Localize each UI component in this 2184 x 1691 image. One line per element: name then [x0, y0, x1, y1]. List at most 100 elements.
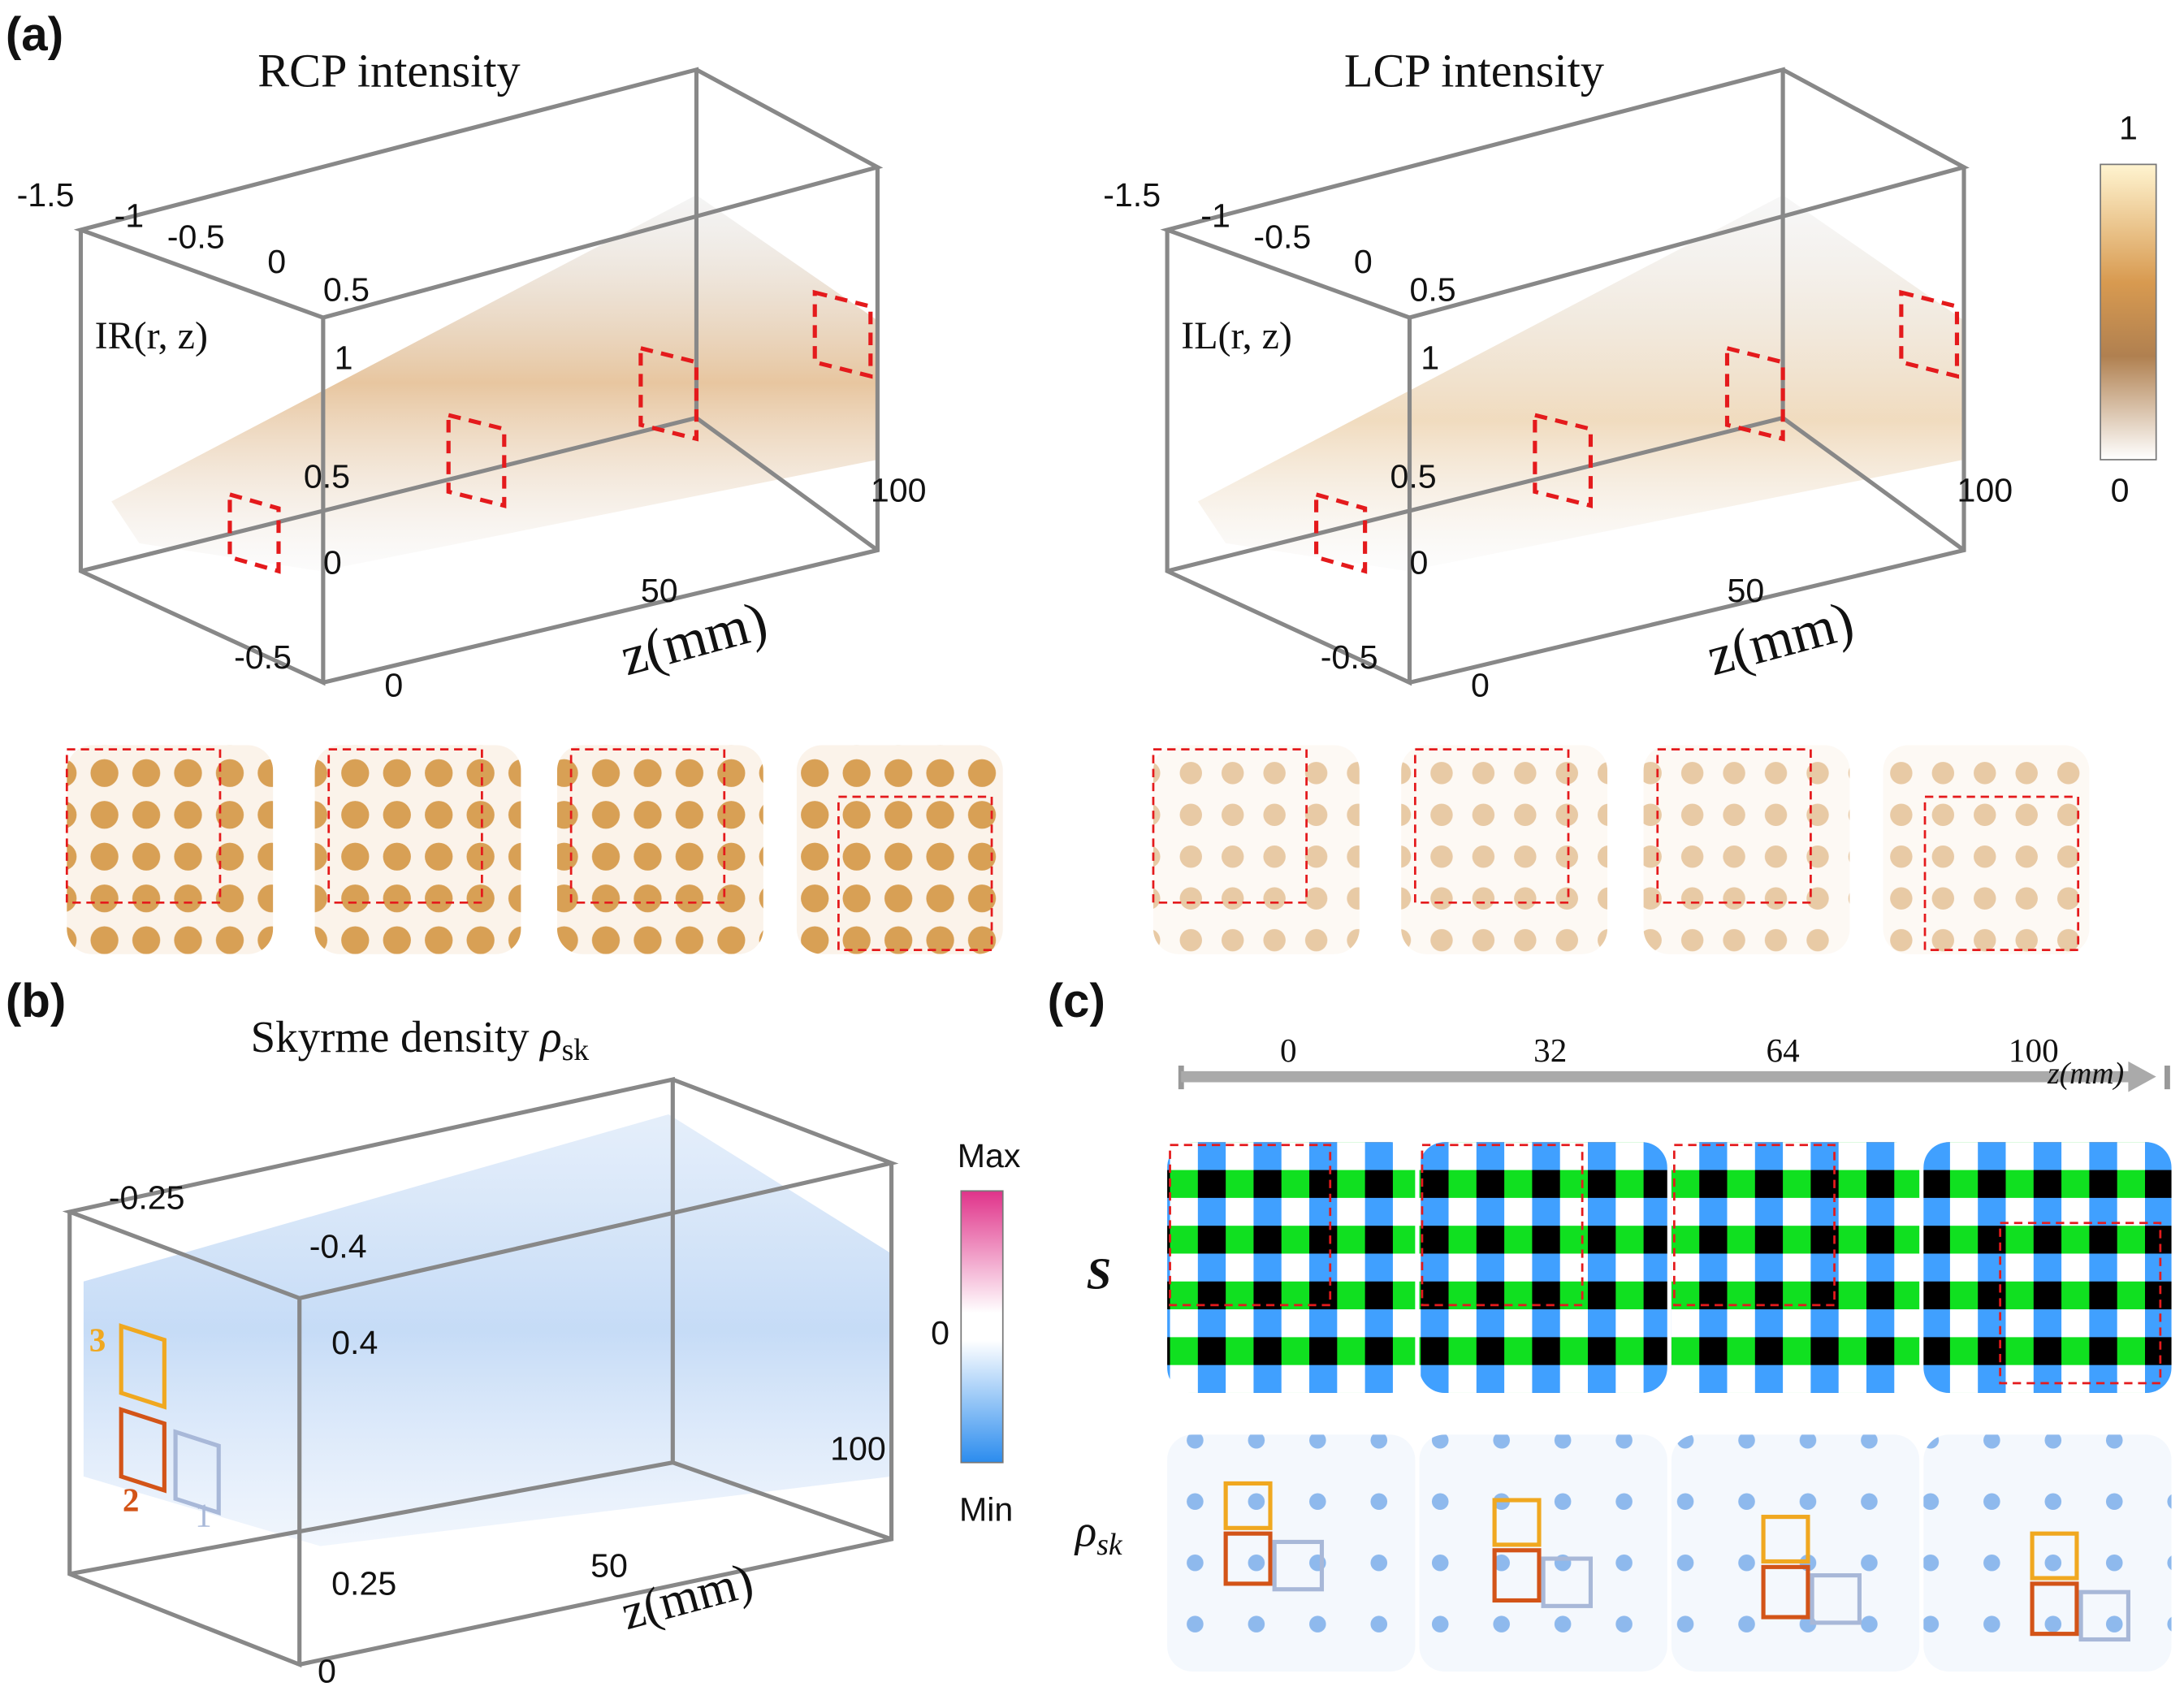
- y-tick: 0.5: [1390, 457, 1436, 495]
- roi-box: [1421, 1144, 1584, 1307]
- colorbar-max: 1: [2119, 110, 2138, 147]
- roi-box: [1272, 1539, 1325, 1592]
- subscript: sk: [562, 1033, 590, 1067]
- title: Skyrme density: [251, 1012, 541, 1062]
- box-b: [62, 1076, 899, 1668]
- z-tick: 100: [830, 1429, 886, 1467]
- y-tick: 1: [335, 339, 353, 376]
- colorbar-min: Min: [959, 1491, 1013, 1529]
- intensity-map: [1883, 745, 2090, 954]
- colorbar-min: 0: [2111, 471, 2130, 508]
- roi-box: [1314, 491, 1368, 574]
- thumbs-c: 0 32 64 100: [1167, 1031, 2172, 1672]
- box-edge: [1781, 416, 1966, 552]
- roi-box: [327, 748, 483, 904]
- x-tick: 0: [1354, 243, 1373, 280]
- z-position: 0: [1280, 1031, 1297, 1069]
- intensity-map: [67, 745, 274, 954]
- z-tick: 0: [1471, 667, 1490, 704]
- density-map: [1923, 1434, 2172, 1672]
- intensity-map: [1153, 745, 1360, 954]
- roi-box: [569, 748, 726, 904]
- x-tick: 0.5: [1410, 270, 1456, 308]
- colorbar-max: Max: [958, 1137, 1021, 1174]
- y-tick: 0: [1410, 544, 1429, 582]
- y-tick: 0.4: [331, 1324, 378, 1361]
- roi-box: [1223, 1531, 1273, 1586]
- x-tick: -1: [1200, 197, 1230, 235]
- z-tick: 50: [641, 572, 678, 609]
- axis-label: z(mm): [1701, 590, 1860, 688]
- y-tick: -0.5: [234, 638, 292, 676]
- x-tick: -1.5: [17, 176, 75, 214]
- roi-box: [1656, 748, 1812, 904]
- thumbnail: [1883, 745, 2090, 954]
- roi-box: [446, 412, 507, 508]
- z-arrow: [1178, 1061, 2170, 1092]
- row-label: S: [1087, 1248, 1112, 1298]
- z-tick: 100: [871, 471, 927, 508]
- intensity-map: [1401, 745, 1608, 954]
- thumbnail: [1643, 745, 1850, 954]
- box-label: 2: [123, 1481, 140, 1519]
- stokes-map: [1419, 1142, 1667, 1393]
- roi-box: [1810, 1573, 1862, 1625]
- intensity-map: [314, 745, 521, 954]
- quantity: IL(r, z): [1181, 314, 1292, 357]
- y-tick: 1: [1421, 339, 1439, 376]
- z-position: 32: [1533, 1031, 1567, 1069]
- axis-label: z(mm): [2047, 1057, 2124, 1091]
- thumbnail: [1401, 745, 1608, 954]
- beam: [1197, 195, 1965, 572]
- roi-box: [1724, 345, 1785, 442]
- roi-box: [65, 748, 222, 904]
- roi-box: [1761, 1515, 1810, 1564]
- thumbnail: [65, 745, 274, 954]
- roi-box: [1223, 1481, 1273, 1530]
- plots-a: RCP intensity IR(r, z) -1.5 -1 -0.5 0 0.5 1 0.5 0…: [17, 44, 2090, 954]
- plot-title: RCP intensity: [257, 44, 520, 97]
- stokes-map: [1671, 1142, 1920, 1393]
- symbol: ρ: [1074, 1507, 1096, 1556]
- y-tick: -0.5: [1321, 638, 1378, 676]
- plot-title: LCP intensity: [1344, 44, 1604, 97]
- roi-box: [812, 289, 873, 379]
- box-label: 3: [89, 1321, 106, 1359]
- x-tick: -0.4: [309, 1228, 367, 1265]
- roi-box: [1761, 1564, 1810, 1620]
- panel-title: Skyrme density ρsk: [251, 1012, 590, 1067]
- box-edge: [694, 416, 879, 552]
- roi-box: [2030, 1581, 2079, 1637]
- z-tick: 50: [1728, 572, 1765, 609]
- thumbnail: [796, 745, 1003, 954]
- panel-label: (b): [6, 975, 66, 1027]
- density-map: [1671, 1434, 1920, 1672]
- z-position: 64: [1767, 1031, 1800, 1069]
- colorbar-mid: 0: [931, 1314, 949, 1352]
- quantity: IR(r, z): [95, 314, 208, 357]
- x-tick: -0.5: [1253, 218, 1311, 255]
- thumbnail: [556, 745, 763, 954]
- y-tick: 0: [323, 544, 342, 582]
- intensity-map: [556, 745, 763, 954]
- x-tick: 0: [267, 243, 286, 280]
- subscript: sk: [1096, 1528, 1123, 1562]
- plot-3d: LCP intensity IL(r, z) -1.5 -1 -0.5 0 0.5 1 0.5 0…: [1103, 44, 2090, 954]
- colorbar: [2100, 163, 2157, 461]
- roi-box: [837, 795, 993, 951]
- thumbnail: [314, 745, 521, 954]
- roi-box: [1152, 748, 1308, 904]
- x-tick: 0.5: [323, 270, 370, 308]
- y-tick: 0: [318, 1653, 336, 1690]
- density-map: [1167, 1434, 1416, 1672]
- roi-box: [227, 491, 281, 574]
- colorbar: [960, 1190, 1004, 1464]
- x-tick: -0.25: [109, 1179, 185, 1217]
- z-tick: 50: [590, 1546, 628, 1584]
- z-tick: 100: [1957, 471, 2013, 508]
- roi-box: [1923, 795, 2080, 951]
- roi-box: [1899, 289, 1960, 379]
- panel-label: (c): [1048, 975, 1105, 1027]
- roi-box: [1492, 1498, 1542, 1547]
